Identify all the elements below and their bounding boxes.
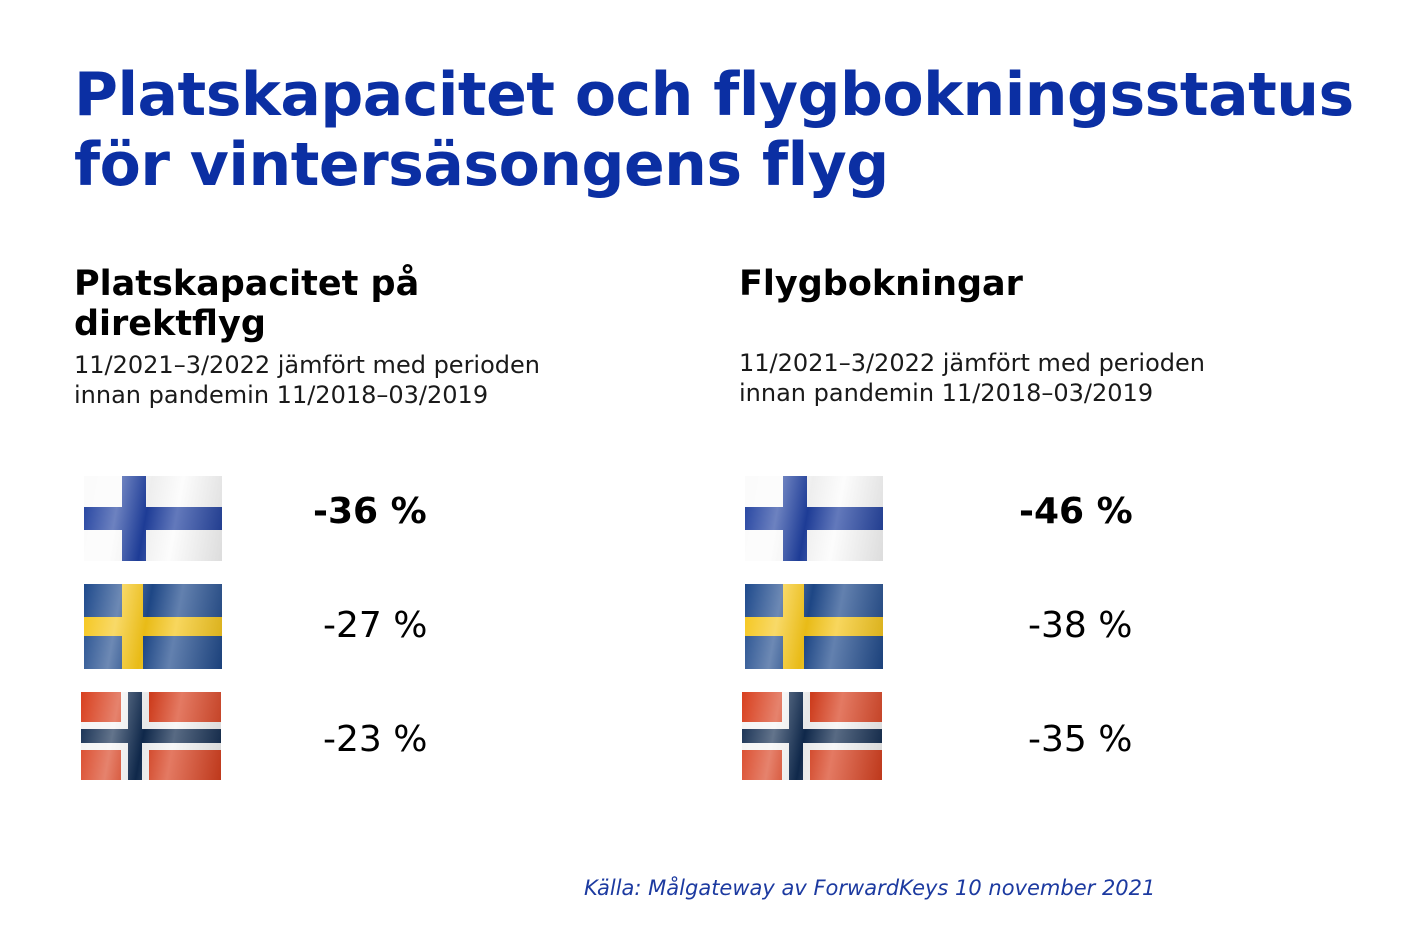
seat-capacity-heading: Platskapacitet på direktflyg <box>74 264 674 344</box>
seat-capacity-norway-value: -23 % <box>323 719 428 760</box>
finland-flag <box>84 476 222 561</box>
title-line-1: Platskapacitet och flygbokningsstatus <box>74 60 1354 130</box>
sweden-flag <box>84 584 222 669</box>
bookings-section: Flygbokningar 11/2021–3/2022 jämfört med… <box>739 264 1339 408</box>
seat-capacity-heading-line-1: Platskapacitet på <box>74 264 420 304</box>
title-line-2: för vintersäsongens flyg <box>74 130 889 200</box>
norway-flag <box>81 692 221 780</box>
bookings-heading: Flygbokningar <box>739 264 1339 304</box>
sweden-flag <box>745 584 883 669</box>
bookings-period-line-1: 11/2021–3/2022 jämfört med perioden <box>739 349 1205 377</box>
bookings-sweden-value: -38 % <box>1028 605 1133 646</box>
seat-capacity-period-line-2: innan pandemin 11/2018–03/2019 <box>74 381 489 409</box>
bookings-period-line-2: innan pandemin 11/2018–03/2019 <box>739 379 1154 407</box>
norway-flag <box>742 692 882 780</box>
page-title: Platskapacitet och flygbokningsstatus fö… <box>74 60 1374 200</box>
bookings-heading-line-1: Flygbokningar <box>739 264 1023 304</box>
bookings-period: 11/2021–3/2022 jämfört med perioden inna… <box>739 348 1339 408</box>
bookings-norway-value: -35 % <box>1028 719 1133 760</box>
seat-capacity-section: Platskapacitet på direktflyg 11/2021–3/2… <box>74 264 674 410</box>
seat-capacity-period: 11/2021–3/2022 jämfört med perioden inna… <box>74 350 674 410</box>
seat-capacity-period-line-1: 11/2021–3/2022 jämfört med perioden <box>74 351 540 379</box>
finland-flag <box>745 476 883 561</box>
source-note: Källa: Målgateway av ForwardKeys 10 nove… <box>584 876 1156 900</box>
bookings-finland-value: -46 % <box>1019 491 1133 532</box>
seat-capacity-finland-value: -36 % <box>313 491 427 532</box>
seat-capacity-sweden-value: -27 % <box>323 605 428 646</box>
seat-capacity-heading-line-2: direktflyg <box>74 304 266 344</box>
